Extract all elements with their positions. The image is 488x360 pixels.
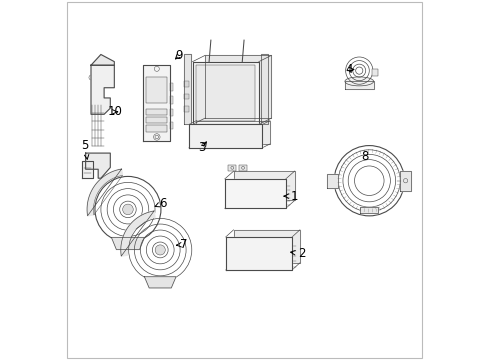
Bar — [254, 260, 257, 265]
Text: 4: 4 — [345, 63, 353, 76]
Bar — [245, 253, 248, 258]
Bar — [259, 260, 262, 265]
Bar — [239, 165, 246, 171]
Bar — [245, 260, 248, 265]
Bar — [259, 246, 262, 251]
Circle shape — [234, 133, 238, 137]
Bar — [277, 260, 280, 265]
Text: 6: 6 — [155, 197, 166, 210]
Circle shape — [155, 245, 165, 255]
Polygon shape — [344, 81, 373, 89]
Polygon shape — [326, 174, 337, 188]
Polygon shape — [121, 211, 155, 256]
Bar — [250, 253, 253, 258]
Text: 7: 7 — [176, 238, 187, 251]
Polygon shape — [399, 171, 410, 191]
Bar — [170, 122, 173, 129]
Polygon shape — [192, 62, 258, 125]
Circle shape — [241, 133, 244, 137]
Polygon shape — [91, 65, 114, 114]
Polygon shape — [144, 277, 176, 288]
Bar — [170, 96, 173, 104]
Bar — [268, 260, 271, 265]
Bar — [245, 246, 248, 251]
Polygon shape — [196, 121, 269, 144]
Bar — [146, 109, 167, 115]
Ellipse shape — [344, 77, 373, 86]
Polygon shape — [82, 161, 93, 178]
Circle shape — [205, 135, 208, 138]
Text: 10: 10 — [107, 105, 122, 118]
Bar — [272, 253, 276, 258]
Bar — [250, 246, 253, 251]
Bar — [254, 246, 257, 251]
Polygon shape — [143, 65, 170, 140]
Polygon shape — [183, 54, 190, 125]
Text: 2: 2 — [290, 247, 305, 260]
Bar — [146, 77, 167, 103]
Polygon shape — [91, 54, 114, 65]
Bar — [184, 94, 189, 99]
Text: 8: 8 — [360, 150, 367, 163]
Text: 1: 1 — [284, 190, 297, 203]
Bar — [254, 253, 257, 258]
Text: 9: 9 — [175, 49, 183, 62]
Bar — [268, 246, 271, 251]
Bar — [272, 260, 276, 265]
Bar — [268, 253, 271, 258]
Bar — [264, 253, 266, 258]
Bar — [272, 246, 276, 251]
Circle shape — [228, 133, 231, 137]
Polygon shape — [260, 54, 267, 125]
Text: 3: 3 — [198, 141, 206, 154]
Bar — [264, 246, 266, 251]
Bar — [277, 253, 280, 258]
Polygon shape — [188, 125, 262, 148]
Polygon shape — [224, 179, 285, 208]
Bar — [146, 117, 167, 123]
Polygon shape — [85, 153, 110, 178]
Circle shape — [122, 204, 133, 215]
Bar — [184, 81, 189, 87]
Polygon shape — [233, 230, 299, 263]
Polygon shape — [233, 171, 294, 201]
Polygon shape — [360, 207, 378, 213]
Circle shape — [194, 135, 197, 138]
Bar — [184, 107, 189, 112]
Bar — [146, 126, 167, 131]
Polygon shape — [225, 237, 291, 270]
Bar — [259, 253, 262, 258]
Bar — [84, 157, 91, 161]
Bar — [170, 83, 173, 91]
Bar — [264, 260, 266, 265]
Polygon shape — [87, 169, 122, 216]
Polygon shape — [204, 55, 271, 118]
Circle shape — [219, 135, 222, 138]
Polygon shape — [111, 238, 144, 249]
Bar — [196, 65, 255, 121]
Bar — [250, 260, 253, 265]
Text: 5: 5 — [81, 139, 89, 159]
Bar — [170, 109, 173, 116]
Bar — [371, 69, 377, 76]
Bar — [228, 132, 255, 141]
Bar — [277, 246, 280, 251]
Bar — [228, 165, 236, 171]
